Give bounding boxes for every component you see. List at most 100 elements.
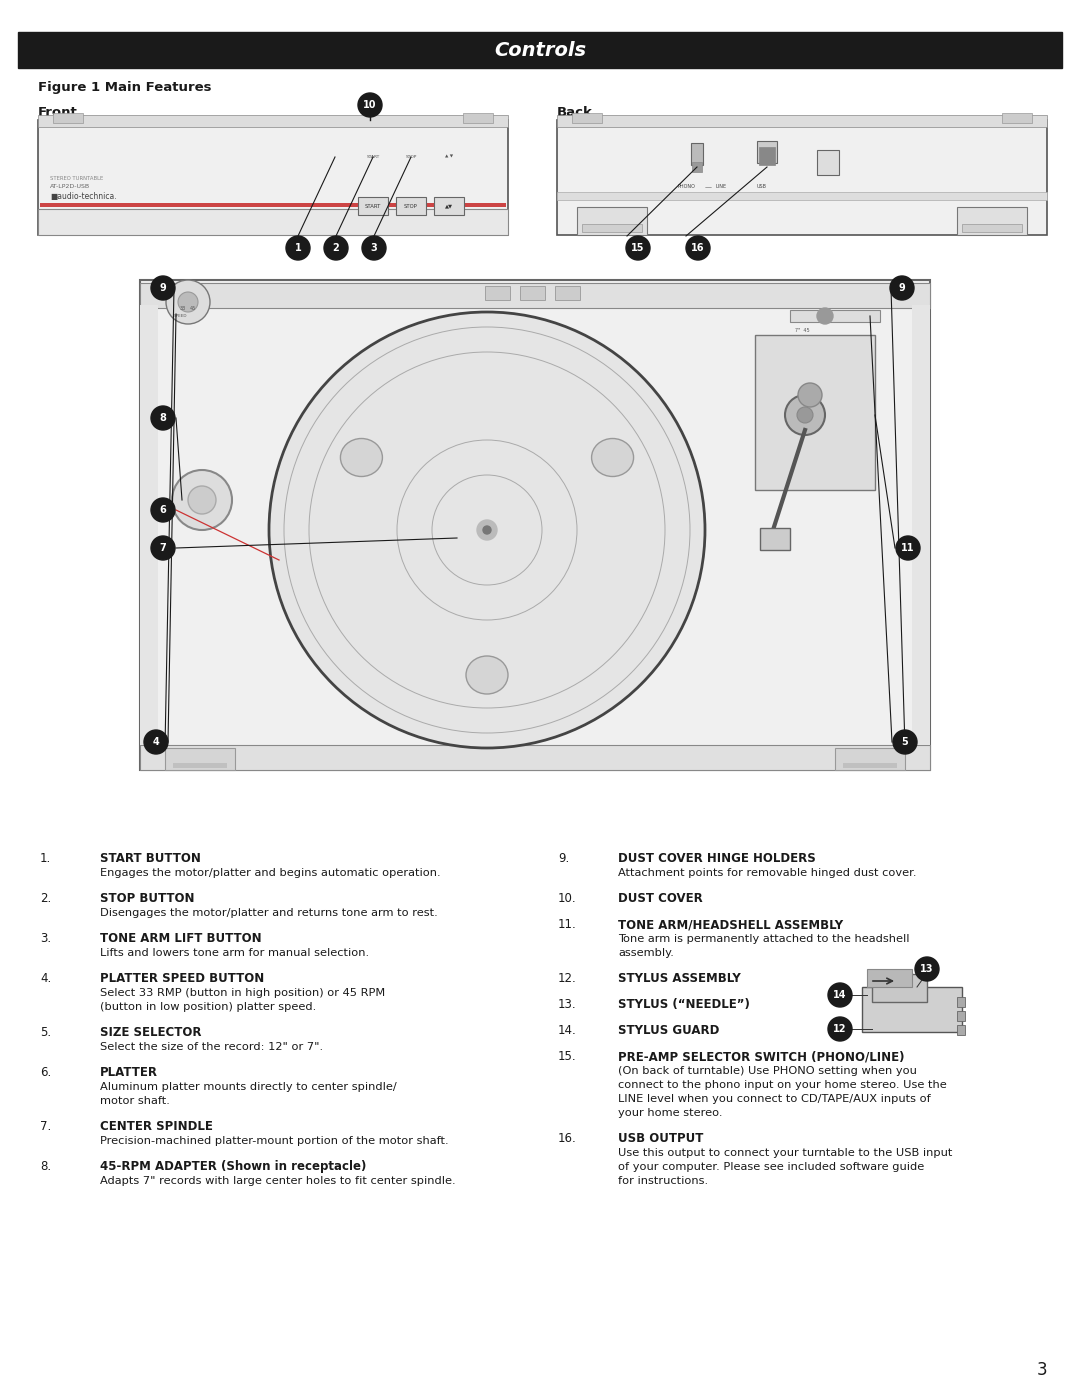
Text: 10: 10 bbox=[363, 101, 377, 110]
Text: 2.: 2. bbox=[40, 893, 51, 905]
Text: TONE ARM LIFT BUTTON: TONE ARM LIFT BUTTON bbox=[100, 932, 261, 944]
Text: 3: 3 bbox=[1037, 1361, 1048, 1379]
Bar bbox=[165, 747, 235, 770]
Text: CENTER SPINDLE: CENTER SPINDLE bbox=[100, 1120, 213, 1133]
Bar bbox=[140, 284, 930, 307]
Circle shape bbox=[483, 527, 491, 534]
Circle shape bbox=[178, 292, 198, 312]
Text: 3.: 3. bbox=[40, 932, 51, 944]
Circle shape bbox=[477, 520, 497, 541]
Bar bbox=[140, 745, 930, 770]
Circle shape bbox=[798, 383, 822, 407]
Text: —: — bbox=[705, 184, 712, 190]
Text: 8.: 8. bbox=[40, 1160, 51, 1173]
Text: 3: 3 bbox=[370, 243, 377, 253]
Text: STEREO TURNTABLE: STEREO TURNTABLE bbox=[50, 176, 104, 180]
Circle shape bbox=[188, 486, 216, 514]
Text: 11: 11 bbox=[901, 543, 915, 553]
Bar bbox=[816, 149, 839, 175]
Bar bbox=[957, 997, 966, 1007]
Circle shape bbox=[816, 307, 833, 324]
Text: Controls: Controls bbox=[494, 41, 586, 60]
Text: 8: 8 bbox=[160, 414, 166, 423]
Text: SIZE SELECTOR: SIZE SELECTOR bbox=[100, 1025, 202, 1039]
Bar bbox=[957, 207, 1027, 235]
Text: DUST COVER: DUST COVER bbox=[618, 893, 703, 905]
Text: STOP: STOP bbox=[405, 155, 417, 159]
Circle shape bbox=[172, 469, 232, 529]
Bar bbox=[692, 162, 702, 172]
Text: Select 33 RMP (button in high position) or 45 RPM: Select 33 RMP (button in high position) … bbox=[100, 988, 386, 997]
Text: 45: 45 bbox=[190, 306, 197, 312]
Text: 1.: 1. bbox=[40, 852, 51, 865]
Text: USB: USB bbox=[757, 184, 767, 190]
Bar bbox=[38, 120, 508, 235]
Bar bbox=[555, 286, 580, 300]
Bar bbox=[38, 210, 508, 235]
Text: (On back of turntable) Use PHONO setting when you: (On back of turntable) Use PHONO setting… bbox=[618, 1066, 917, 1076]
Text: 15: 15 bbox=[631, 243, 645, 253]
Text: assembly.: assembly. bbox=[618, 949, 674, 958]
Bar bbox=[1002, 113, 1032, 123]
Text: (button in low position) platter speed.: (button in low position) platter speed. bbox=[100, 1002, 316, 1011]
Text: Use this output to connect your turntable to the USB input: Use this output to connect your turntabl… bbox=[618, 1148, 953, 1158]
Text: Adapts 7" records with large center holes to fit center spindle.: Adapts 7" records with large center hole… bbox=[100, 1176, 456, 1186]
Circle shape bbox=[151, 536, 175, 560]
Bar bbox=[957, 1025, 966, 1035]
Bar bbox=[18, 32, 1062, 68]
Circle shape bbox=[151, 497, 175, 522]
Text: 15.: 15. bbox=[558, 1051, 577, 1063]
Text: Engages the motor/platter and begins automatic operation.: Engages the motor/platter and begins aut… bbox=[100, 868, 441, 877]
Text: 4: 4 bbox=[152, 738, 160, 747]
Circle shape bbox=[324, 236, 348, 260]
Text: 13: 13 bbox=[920, 964, 934, 974]
Text: ▲▼: ▲▼ bbox=[445, 204, 453, 208]
Bar bbox=[357, 197, 388, 215]
Bar bbox=[396, 197, 426, 215]
Bar bbox=[434, 197, 464, 215]
Text: TONE ARM/HEADSHELL ASSEMBLY: TONE ARM/HEADSHELL ASSEMBLY bbox=[618, 918, 843, 930]
Text: Precision-machined platter-mount portion of the motor shaft.: Precision-machined platter-mount portion… bbox=[100, 1136, 448, 1146]
Circle shape bbox=[144, 731, 168, 754]
Text: 5.: 5. bbox=[40, 1025, 51, 1039]
Circle shape bbox=[686, 236, 710, 260]
Text: of your computer. Please see included software guide: of your computer. Please see included so… bbox=[618, 1162, 924, 1172]
Text: USB OUTPUT: USB OUTPUT bbox=[618, 1132, 703, 1146]
Text: START BUTTON: START BUTTON bbox=[100, 852, 201, 865]
Circle shape bbox=[626, 236, 650, 260]
Bar bbox=[557, 120, 1047, 235]
Text: ▲ ▼: ▲ ▼ bbox=[445, 155, 454, 159]
Text: connect to the phono input on your home stereo. Use the: connect to the phono input on your home … bbox=[618, 1080, 947, 1090]
Text: 5: 5 bbox=[902, 738, 908, 747]
Bar bbox=[835, 747, 905, 770]
Bar bbox=[789, 310, 880, 321]
Text: START: START bbox=[366, 155, 380, 159]
Text: PHONO: PHONO bbox=[677, 184, 694, 190]
Text: DUST COVER HINGE HOLDERS: DUST COVER HINGE HOLDERS bbox=[618, 852, 815, 865]
Circle shape bbox=[357, 94, 382, 117]
Circle shape bbox=[151, 407, 175, 430]
Text: Attachment points for removable hinged dust cover.: Attachment points for removable hinged d… bbox=[618, 868, 917, 877]
Text: 14.: 14. bbox=[558, 1024, 577, 1037]
Text: Aluminum platter mounts directly to center spindle/: Aluminum platter mounts directly to cent… bbox=[100, 1083, 396, 1092]
Text: 7: 7 bbox=[160, 543, 166, 553]
Bar bbox=[862, 988, 962, 1032]
Text: 7"  45: 7" 45 bbox=[795, 327, 810, 332]
Text: LINE level when you connect to CD/TAPE/AUX inputs of: LINE level when you connect to CD/TAPE/A… bbox=[618, 1094, 931, 1104]
Text: 33: 33 bbox=[180, 306, 186, 312]
Text: STYLUS GUARD: STYLUS GUARD bbox=[618, 1024, 719, 1037]
Text: 16.: 16. bbox=[558, 1132, 577, 1146]
Text: your home stereo.: your home stereo. bbox=[618, 1108, 723, 1118]
Text: 13.: 13. bbox=[558, 997, 577, 1011]
Text: 7.: 7. bbox=[40, 1120, 51, 1133]
Circle shape bbox=[890, 277, 914, 300]
Bar bbox=[843, 763, 897, 768]
Text: 9.: 9. bbox=[558, 852, 569, 865]
Text: for instructions.: for instructions. bbox=[618, 1176, 708, 1186]
Text: Front: Front bbox=[38, 106, 78, 119]
Text: STOP BUTTON: STOP BUTTON bbox=[100, 893, 194, 905]
Ellipse shape bbox=[592, 439, 634, 476]
Text: 45-RPM ADAPTER (Shown in receptacle): 45-RPM ADAPTER (Shown in receptacle) bbox=[100, 1160, 366, 1173]
Text: PLATTER SPEED BUTTON: PLATTER SPEED BUTTON bbox=[100, 972, 265, 985]
Circle shape bbox=[166, 279, 210, 324]
